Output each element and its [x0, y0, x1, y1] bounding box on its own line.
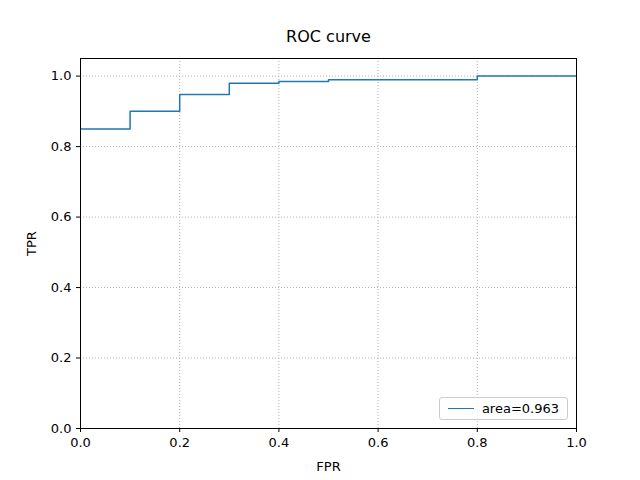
svg-text:0.2: 0.2	[169, 435, 190, 450]
svg-text:0.0: 0.0	[70, 435, 91, 450]
svg-text:0.6: 0.6	[51, 209, 72, 224]
svg-text:FPR: FPR	[316, 459, 340, 474]
svg-text:0.2: 0.2	[51, 350, 72, 365]
svg-text:0.4: 0.4	[269, 435, 290, 450]
svg-text:0.6: 0.6	[368, 435, 389, 450]
svg-text:0.8: 0.8	[467, 435, 488, 450]
svg-text:1.0: 1.0	[566, 435, 587, 450]
svg-text:TPR: TPR	[24, 231, 39, 257]
svg-text:0.8: 0.8	[51, 139, 72, 154]
svg-text:ROC curve: ROC curve	[286, 27, 371, 46]
html-text:area=0.963: area=0.963	[481, 401, 559, 416]
svg-text:0.4: 0.4	[51, 280, 72, 295]
svg-text:1.0: 1.0	[51, 68, 72, 83]
svg-text:0.0: 0.0	[51, 421, 72, 436]
